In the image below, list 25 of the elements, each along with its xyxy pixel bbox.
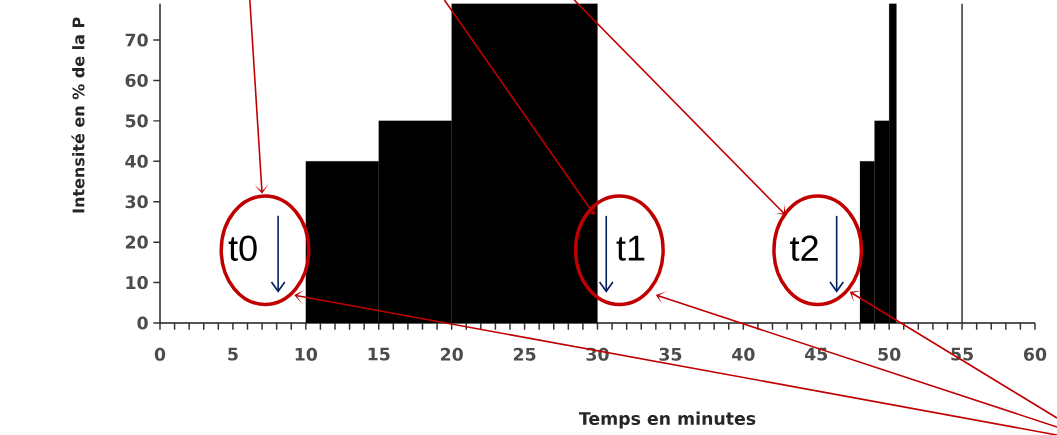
x-tick-label: 5 xyxy=(228,347,238,361)
y-tick-label: 30 xyxy=(125,195,148,209)
x-tick-label: 45 xyxy=(804,347,828,361)
x-tick-label: 40 xyxy=(732,347,755,361)
y-tick-label: 20 xyxy=(125,235,148,249)
x-tick-label: 15 xyxy=(368,347,390,361)
annotation: t2 xyxy=(790,235,818,261)
annotation: t1 xyxy=(616,235,645,261)
y-tick-label: 40 xyxy=(125,154,148,168)
x-tick-label: 20 xyxy=(440,347,463,361)
x-tick-label: 25 xyxy=(513,347,536,361)
x-tick-label: 0 xyxy=(154,347,166,361)
x-tick-label: 60 xyxy=(1023,347,1047,361)
y-tick-label: 60 xyxy=(125,73,148,87)
y-tick-label: 50 xyxy=(125,114,148,128)
y-tick-label: 0 xyxy=(137,316,148,330)
y-axis-title: Intensité en % de la P xyxy=(71,17,85,213)
x-tick-label: 10 xyxy=(295,347,318,361)
annotation: t0 xyxy=(228,235,257,261)
x-tick-label: 50 xyxy=(878,347,901,361)
x-axis-title: Temps en minutes xyxy=(578,411,756,429)
y-tick-label: 70 xyxy=(125,33,148,47)
y-tick-label: 10 xyxy=(126,276,148,290)
x-tick-label: 35 xyxy=(659,347,682,361)
x-tick-label: 55 xyxy=(951,347,973,361)
